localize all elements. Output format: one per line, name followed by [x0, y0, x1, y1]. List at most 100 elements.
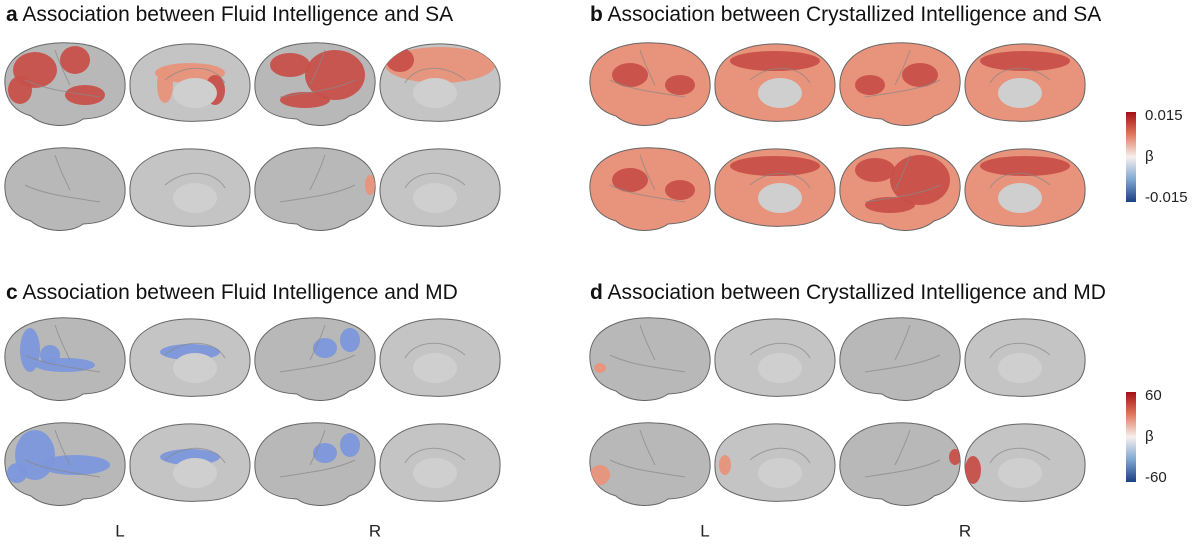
patches: [313, 328, 360, 358]
patch: [855, 158, 895, 182]
sulcus: [989, 342, 1051, 359]
sulcus: [24, 49, 101, 98]
patch: [40, 345, 60, 365]
patch: [719, 455, 731, 475]
medial-wall: [413, 183, 457, 213]
patches: [998, 353, 1042, 383]
patch: [157, 67, 173, 103]
sulcus: [749, 67, 811, 84]
sulcus: [864, 49, 941, 98]
patch: [612, 168, 648, 192]
panel-title: c Association between Fluid Intelligence…: [6, 281, 458, 304]
brain-surface: [379, 423, 501, 502]
colorbar-symbol: β: [1145, 428, 1154, 445]
patches: [590, 465, 610, 485]
medial-wall: [758, 183, 802, 213]
patch: [665, 180, 695, 200]
medial-wall: [998, 183, 1042, 213]
patches: [758, 353, 802, 383]
brain-surface: [839, 147, 961, 231]
medial-wall: [998, 78, 1042, 108]
colorbar-symbol: β: [1145, 148, 1154, 165]
brain-surface: [379, 148, 501, 227]
sulcus: [749, 447, 811, 464]
sulcus: [164, 342, 226, 359]
sulcus: [24, 324, 101, 373]
cortex: [4, 147, 126, 231]
patch: [340, 433, 360, 457]
patches: [365, 175, 375, 195]
medial-wall: [758, 353, 802, 383]
patches: [173, 183, 217, 213]
brain-surface: [839, 42, 961, 126]
patches: [313, 433, 360, 463]
patches: [980, 156, 1070, 213]
medial-wall: [173, 78, 217, 108]
colorbar-max: 0.015: [1145, 107, 1183, 124]
sulcus: [24, 154, 101, 203]
medial-wall: [758, 78, 802, 108]
patches: [730, 51, 820, 108]
patch: [890, 155, 950, 205]
patches: [8, 46, 105, 105]
medial-wall: [413, 353, 457, 383]
patches: [949, 449, 961, 465]
sulcus: [164, 67, 226, 84]
patch: [365, 175, 375, 195]
brain-surface: [379, 43, 501, 122]
hemisphere-label: L: [700, 521, 709, 540]
brain-surface: [4, 422, 126, 506]
patches: [413, 458, 457, 488]
hemisphere-label: L: [115, 521, 124, 540]
patch: [965, 456, 981, 484]
brain-surface: [964, 148, 1086, 227]
cortex: [839, 422, 961, 506]
patch: [20, 328, 40, 372]
brain-surface: [589, 147, 711, 231]
patches: [413, 353, 457, 383]
patch: [902, 63, 938, 87]
panel-titles: a Association between Fluid Intelligence…: [6, 3, 1106, 304]
cortex: [254, 317, 376, 401]
brain-surface: [4, 42, 126, 126]
sulcus: [164, 172, 226, 189]
brain-surface: [714, 148, 836, 227]
patches: [855, 63, 938, 95]
sulcus: [279, 429, 356, 478]
patch: [40, 455, 110, 475]
medial-wall: [413, 78, 457, 108]
brain-surface: [714, 43, 836, 122]
sulcus: [864, 154, 941, 203]
medial-wall: [173, 458, 217, 488]
patch: [980, 156, 1070, 176]
sulcus: [609, 429, 686, 478]
patches: [730, 156, 820, 213]
patches: [612, 63, 695, 95]
colorbar-max: 60: [1145, 387, 1162, 404]
sulcus: [864, 429, 941, 478]
colorbar: 0.015 β -0.015: [1126, 107, 1188, 206]
sulcus: [609, 49, 686, 98]
brain-surface: [714, 423, 836, 502]
brain-surface: [129, 423, 251, 502]
medial-wall: [413, 458, 457, 488]
brain-surface: [379, 318, 501, 397]
colorbar-min: -60: [1145, 469, 1167, 486]
sulcus: [404, 342, 466, 359]
patch: [280, 92, 330, 108]
sulcus: [279, 49, 356, 98]
sulcus: [609, 154, 686, 203]
panel-title: b Association between Crystallized Intel…: [590, 3, 1101, 26]
cortex: [589, 317, 711, 401]
patch: [980, 51, 1070, 71]
brain-surface: [589, 422, 711, 506]
patch: [865, 197, 915, 213]
sulcus: [609, 324, 686, 373]
patch: [305, 50, 365, 100]
colorbar: 60 β -60: [1126, 387, 1167, 486]
brain-surface: [129, 43, 251, 122]
patch: [590, 465, 610, 485]
patch: [855, 75, 885, 95]
patch: [60, 46, 90, 74]
